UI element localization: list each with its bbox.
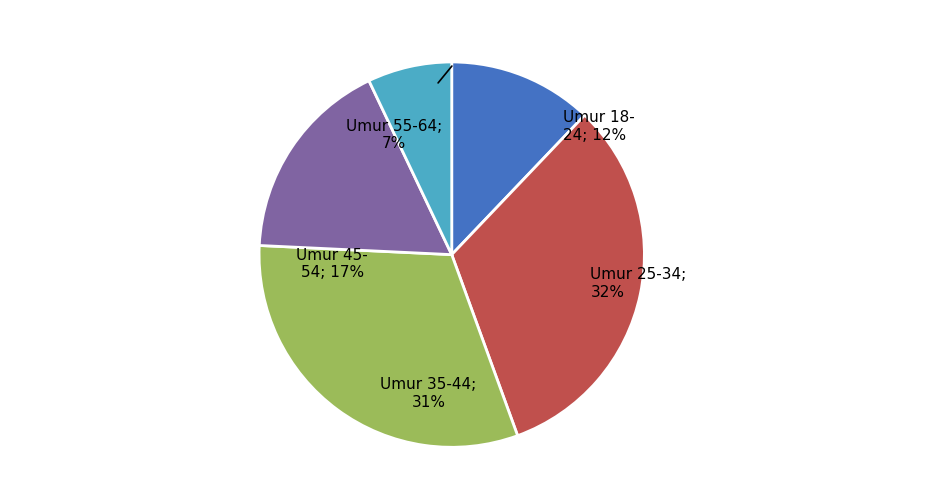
Wedge shape	[259, 81, 452, 255]
Text: Umur 25-34;
32%: Umur 25-34; 32%	[591, 268, 687, 300]
Text: Umur 45-
54; 17%: Umur 45- 54; 17%	[297, 248, 368, 280]
Text: Umur 55-64;
7%: Umur 55-64; 7%	[346, 119, 442, 151]
Wedge shape	[259, 245, 518, 447]
Wedge shape	[452, 115, 644, 436]
Text: Umur 35-44;
31%: Umur 35-44; 31%	[381, 377, 477, 410]
Wedge shape	[369, 62, 452, 255]
Text: Umur 18-
24; 12%: Umur 18- 24; 12%	[563, 110, 635, 143]
Wedge shape	[452, 62, 585, 255]
